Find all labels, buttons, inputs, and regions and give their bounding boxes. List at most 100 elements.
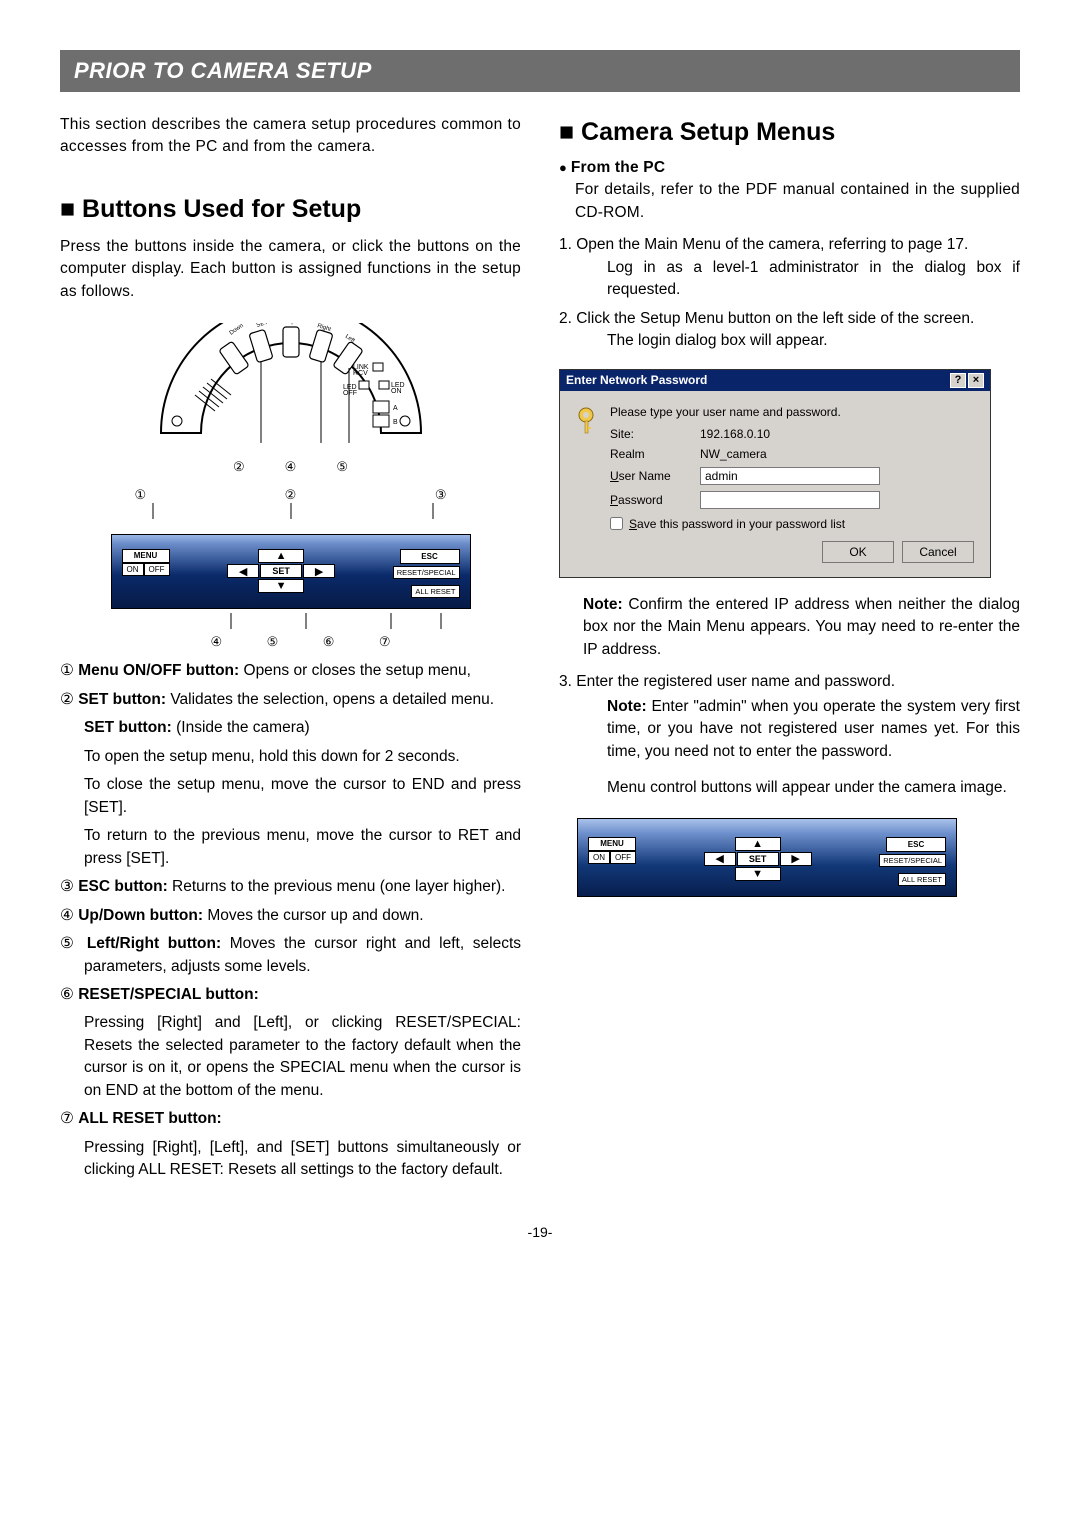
mini-on-button[interactable]: ON [588, 851, 610, 864]
callout-lines-top [111, 503, 471, 519]
two-column-layout: This section describes the camera setup … [60, 114, 1020, 1188]
mini-dpad: ▲ ◀ SET ▶ ▼ [704, 837, 812, 881]
camera-top-diagram: LINKRCV LEDOFF LEDON A B Down SET Up Rig… [60, 323, 521, 475]
mini-down-button[interactable]: ▼ [735, 867, 781, 881]
def-item: ⑥ RESET/SPECIAL button: [60, 984, 521, 1006]
on-button[interactable]: ON [122, 563, 144, 576]
def-item: ⑤ Left/Right button: Moves the cursor ri… [60, 933, 521, 978]
note-1: Note: Confirm the entered IP address whe… [559, 594, 1020, 661]
value-realm: NW_camera [700, 447, 974, 461]
circ-2: ② [233, 459, 245, 475]
from-pc-label: From the PC [559, 157, 1020, 179]
intro-text: This section describes the camera setup … [60, 114, 521, 159]
mini-reset-button[interactable]: RESET/SPECIAL [879, 854, 946, 867]
dialog-body: Please type your user name and password.… [560, 391, 990, 577]
dialog-title-text: Enter Network Password [566, 373, 707, 387]
esc-button[interactable]: ESC [400, 549, 460, 564]
left-column: This section describes the camera setup … [60, 114, 521, 1188]
username-input[interactable] [700, 467, 880, 485]
def-item: Pressing [Right], [Left], and [SET] butt… [60, 1137, 521, 1182]
heading-camera-setup-menus: Camera Setup Menus [559, 118, 1020, 147]
reset-special-button[interactable]: RESET/SPECIAL [393, 566, 460, 579]
mini-onoff: ON OFF [588, 851, 636, 864]
step-3: 3. Enter the registered user name and pa… [559, 671, 1020, 799]
menu-group: MENU ON OFF [122, 549, 170, 576]
mini-menu-label: MENU [588, 837, 636, 851]
step3-num: 3. [559, 673, 572, 690]
value-site: 192.168.0.10 [700, 427, 974, 441]
all-reset-button[interactable]: ALL RESET [411, 585, 459, 598]
page-number: -19- [60, 1224, 1020, 1240]
mini-set-button[interactable]: SET [737, 852, 779, 866]
close-icon[interactable]: × [968, 373, 984, 388]
circ-4b: ④ [211, 634, 223, 650]
menu-label: MENU [122, 549, 170, 563]
save-password-checkbox[interactable] [610, 517, 623, 530]
page-banner: PRIOR TO CAMERA SETUP [60, 50, 1020, 92]
on-off-group: ON OFF [122, 563, 170, 576]
def-item: ② SET button: Validates the selection, o… [60, 689, 521, 711]
dialog-title-buttons: ? × [950, 373, 984, 388]
mini-right-button[interactable]: ▶ [780, 852, 812, 866]
circ-4: ④ [285, 459, 297, 475]
circ-3b: ③ [435, 487, 447, 503]
def-item: To return to the previous menu, move the… [60, 825, 521, 870]
down-button[interactable]: ▼ [258, 579, 304, 593]
steps-list: 1. Open the Main Menu of the camera, ref… [559, 234, 1020, 352]
arch-svg: LINKRCV LEDOFF LEDON A B Down SET Up Rig… [121, 323, 461, 453]
mini-up-button[interactable]: ▲ [735, 837, 781, 851]
label-username: User Name [610, 469, 700, 483]
def-item: ① Menu ON/OFF button: Opens or closes th… [60, 660, 521, 682]
set-button[interactable]: SET [260, 564, 302, 578]
svg-text:Up: Up [287, 323, 295, 325]
step-item: 2. Click the Setup Menu button on the le… [559, 308, 1020, 353]
right-button-stack: ESC RESET/SPECIAL ALL RESET [393, 549, 460, 598]
cancel-button[interactable]: Cancel [902, 541, 974, 563]
up-button[interactable]: ▲ [258, 549, 304, 563]
svg-text:RCV: RCV [353, 370, 368, 377]
circ-2b: ② [285, 487, 297, 503]
save-password-label: Save this password in your password list [629, 517, 845, 531]
label-password: Password [610, 493, 700, 507]
password-input[interactable] [700, 491, 880, 509]
circ-5: ⑤ [336, 459, 348, 475]
dialog-msg: Please type your user name and password. [610, 405, 974, 419]
label-realm: Realm [610, 447, 700, 461]
def-item: SET button: (Inside the camera) [60, 717, 521, 739]
note-2-text: Enter "admin" when you operate the syste… [607, 698, 1020, 760]
help-icon[interactable]: ? [950, 373, 966, 388]
svg-text:A: A [393, 405, 398, 412]
from-pc-desc: For details, refer to the PDF manual con… [559, 179, 1020, 224]
panel-callouts-top: ① ② ③ [111, 487, 471, 524]
right-column: Camera Setup Menus From the PC For detai… [559, 114, 1020, 1188]
svg-text:B: B [393, 419, 398, 426]
circ-5b: ⑤ [267, 634, 279, 650]
circ-1b: ① [135, 487, 147, 503]
mini-left-button[interactable]: ◀ [704, 852, 736, 866]
left-button[interactable]: ◀ [227, 564, 259, 578]
left-desc: Press the buttons inside the camera, or … [60, 236, 521, 303]
off-button[interactable]: OFF [144, 563, 170, 576]
right-button[interactable]: ▶ [303, 564, 335, 578]
mini-allreset-button[interactable]: ALL RESET [898, 873, 946, 886]
def-item: Pressing [Right] and [Left], or clicking… [60, 1012, 521, 1102]
mini-control-panel: MENU ON OFF ▲ ◀ SET ▶ ▼ ESC [577, 818, 957, 897]
login-dialog: Enter Network Password ? × Please type y… [559, 369, 991, 578]
step-item: 1. Open the Main Menu of the camera, ref… [559, 234, 1020, 301]
arch-callout-numbers: ② ④ ⑤ [60, 459, 521, 475]
mini-menu-group: MENU ON OFF [588, 837, 636, 864]
heading-buttons-used: Buttons Used for Setup [60, 195, 521, 224]
def-item: ⑦ ALL RESET button: [60, 1108, 521, 1130]
circ-6b: ⑥ [323, 634, 335, 650]
menu-control-appear: Menu control buttons will appear under t… [583, 777, 1020, 799]
def-item: ③ ESC button: Returns to the previous me… [60, 876, 521, 898]
dialog-titlebar: Enter Network Password ? × [560, 370, 990, 391]
key-icon [576, 405, 602, 435]
mini-off-button[interactable]: OFF [610, 851, 636, 864]
mini-esc-button[interactable]: ESC [886, 837, 946, 852]
circ-7b: ⑦ [379, 634, 391, 650]
note-1-text: Confirm the entered IP address when neit… [583, 596, 1020, 658]
ok-button[interactable]: OK [822, 541, 894, 563]
dpad-group: ▲ ◀ SET ▶ ▼ [227, 549, 335, 593]
callout-lines-bot [111, 613, 471, 629]
